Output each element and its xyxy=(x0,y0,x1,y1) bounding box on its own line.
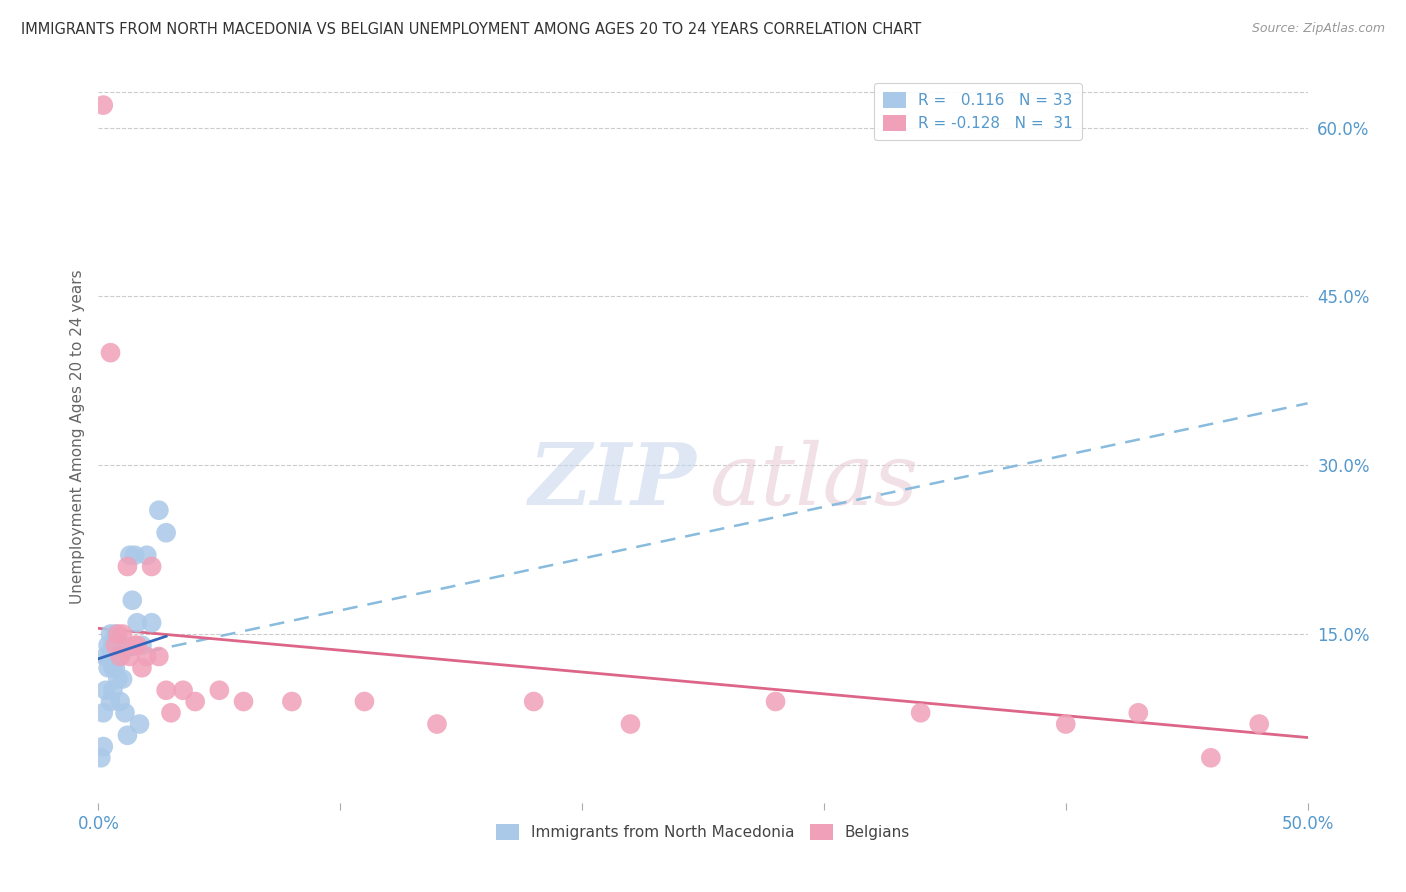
Point xyxy=(94,683,117,698)
Point xyxy=(127,638,149,652)
Point xyxy=(108,649,131,664)
Point xyxy=(91,706,114,720)
Point xyxy=(184,694,207,708)
Text: Source: ZipAtlas.com: Source: ZipAtlas.com xyxy=(1251,22,1385,36)
Point xyxy=(148,649,170,664)
Point xyxy=(124,638,146,652)
Point xyxy=(208,683,231,698)
Point xyxy=(127,615,149,630)
Point xyxy=(155,683,177,698)
Point xyxy=(107,627,129,641)
Point xyxy=(155,525,177,540)
Point xyxy=(1054,717,1077,731)
Point xyxy=(124,548,146,562)
Point xyxy=(90,751,112,765)
Point xyxy=(128,717,150,731)
Point xyxy=(1249,717,1271,731)
Point xyxy=(619,717,641,731)
Text: atlas: atlas xyxy=(709,440,918,523)
Point xyxy=(131,661,153,675)
Point xyxy=(100,627,122,641)
Point xyxy=(108,694,131,708)
Point xyxy=(117,728,139,742)
Text: IMMIGRANTS FROM NORTH MACEDONIA VS BELGIAN UNEMPLOYMENT AMONG AGES 20 TO 24 YEAR: IMMIGRANTS FROM NORTH MACEDONIA VS BELGI… xyxy=(21,22,921,37)
Point xyxy=(1199,751,1222,765)
Point xyxy=(111,627,134,641)
Point xyxy=(910,706,932,720)
Point xyxy=(118,649,141,664)
Legend: Immigrants from North Macedonia, Belgians: Immigrants from North Macedonia, Belgian… xyxy=(489,818,917,847)
Point xyxy=(135,649,157,664)
Point xyxy=(104,661,127,675)
Point xyxy=(281,694,304,708)
Point xyxy=(108,649,131,664)
Point xyxy=(97,638,120,652)
Point xyxy=(111,672,134,686)
Point xyxy=(104,638,127,652)
Point xyxy=(107,672,129,686)
Point xyxy=(172,683,194,698)
Point xyxy=(1128,706,1150,720)
Point xyxy=(100,345,122,359)
Point xyxy=(104,627,127,641)
Point xyxy=(232,694,254,708)
Point xyxy=(148,503,170,517)
Point xyxy=(160,706,183,720)
Point xyxy=(765,694,787,708)
Point xyxy=(107,638,129,652)
Text: ZIP: ZIP xyxy=(529,439,697,523)
Point xyxy=(91,98,114,112)
Point xyxy=(101,683,124,698)
Point xyxy=(94,649,117,664)
Point xyxy=(97,661,120,675)
Point xyxy=(118,548,141,562)
Point xyxy=(101,638,124,652)
Point xyxy=(101,661,124,675)
Point xyxy=(135,548,157,562)
Point xyxy=(141,559,163,574)
Point xyxy=(100,649,122,664)
Point xyxy=(141,615,163,630)
Point xyxy=(114,706,136,720)
Point xyxy=(353,694,375,708)
Point xyxy=(121,593,143,607)
Y-axis label: Unemployment Among Ages 20 to 24 years: Unemployment Among Ages 20 to 24 years xyxy=(69,269,84,605)
Point xyxy=(523,694,546,708)
Point xyxy=(117,559,139,574)
Point xyxy=(100,694,122,708)
Point xyxy=(426,717,449,731)
Point xyxy=(111,638,134,652)
Point xyxy=(91,739,114,754)
Point xyxy=(131,638,153,652)
